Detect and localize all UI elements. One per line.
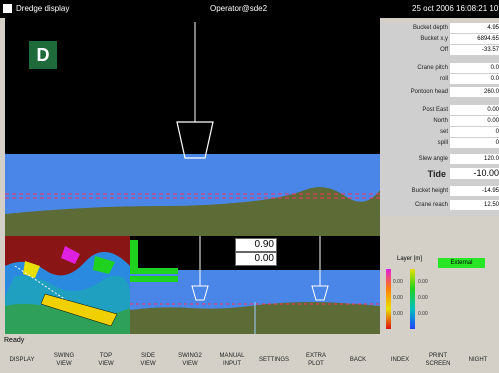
swing2-view-button[interactable]: SWING2 VIEW: [170, 347, 210, 373]
row-value: 260.0: [450, 87, 499, 97]
side-view-button[interactable]: SIDE VIEW: [128, 347, 168, 373]
side-view-canvas[interactable]: D: [5, 18, 380, 236]
row-value: -10.00: [450, 168, 499, 179]
row-value: 0: [450, 138, 499, 148]
app-icon: [3, 4, 12, 13]
profile-view[interactable]: 0.90 0.00: [130, 236, 380, 334]
row-label: set: [439, 129, 448, 135]
top-view-map[interactable]: [5, 236, 130, 334]
legend-tick: 0.00: [393, 311, 403, 317]
row-north: North 0.00: [380, 116, 499, 127]
row-label: Tide: [427, 169, 446, 179]
row-slew-angle: Slew angle 120.0: [380, 154, 499, 165]
manual-input-button[interactable]: MANUAL INPUT: [212, 347, 252, 373]
pontoon: [40, 293, 118, 327]
row-label: Bucket depth: [412, 25, 448, 31]
seabed: [5, 187, 380, 236]
layer-legend: Layer [m] External 0.00 0.00 0.00 0.00 0…: [380, 255, 499, 334]
row-value: 120.0: [450, 154, 499, 164]
row-value: 6894.65: [450, 34, 499, 44]
settings-button[interactable]: SETTINGS: [254, 347, 294, 373]
row-value: 0.0: [450, 74, 499, 84]
legend-tick: 0.00: [393, 295, 403, 301]
row-off: Off -33.57: [380, 45, 499, 56]
row-value: 12.50: [450, 200, 499, 210]
row-tide: Tide -10.00: [380, 168, 499, 179]
row-value: 0.0: [450, 63, 499, 73]
legend-tick: 0.00: [418, 279, 428, 285]
button-bar: DISPLAY SWING VIEW TOP VIEW SIDE VIEW SW…: [0, 347, 499, 373]
row-value: 0.00: [450, 105, 499, 115]
row-value: 0.00: [450, 116, 499, 126]
row-crane-reach: Crane reach 12.50: [380, 200, 499, 211]
app-title: Dredge display: [16, 4, 70, 13]
legend-tick: 0.00: [393, 279, 403, 285]
row-post-east: Post East 0.00: [380, 105, 499, 116]
row-roll: roll 0.0: [380, 74, 499, 85]
green-indicator-2: [130, 268, 178, 274]
row-label: Pontoon head: [410, 89, 448, 95]
row-label: Bucket height: [411, 188, 448, 194]
readout-panel: Bucket depth 4.95 Bucket x,y 6894.65 Off -3…: [380, 23, 499, 216]
external-button[interactable]: External: [438, 258, 485, 268]
legend-title: Layer [m]: [397, 256, 423, 262]
legend-tick: 0.00: [418, 295, 428, 301]
title-bar: Dredge display Operator@sde2 25 oct 2006…: [0, 0, 499, 18]
row-label: Crane pitch: [417, 65, 448, 71]
row-label: North: [433, 118, 448, 124]
color-scale-left: [386, 269, 391, 329]
status-bar: Ready: [0, 335, 499, 347]
row-label: Bucket x,y: [420, 36, 448, 42]
back-button[interactable]: BACK: [338, 347, 378, 373]
row-value: 4.95: [450, 23, 499, 33]
color-scale-right: [410, 269, 415, 329]
top-view-button[interactable]: TOP VIEW: [86, 347, 126, 373]
row-bucket-xy: Bucket x,y 6894.65: [380, 34, 499, 45]
row-set: set 0: [380, 127, 499, 138]
row-label: spill: [437, 140, 448, 146]
top-view-drawing: [5, 236, 130, 334]
side-view-drawing: [5, 18, 380, 236]
row-crane-pitch: Crane pitch 0.0: [380, 63, 499, 74]
index-button[interactable]: INDEX: [380, 347, 420, 373]
row-value: -33.57: [450, 45, 499, 55]
legend-tick: 0.00: [418, 311, 428, 317]
bottom-views: 0.90 0.00: [5, 236, 380, 334]
status-text: Ready: [4, 337, 25, 344]
row-label: Off: [440, 47, 448, 53]
print-screen-button[interactable]: PRINT SCREEN: [418, 347, 458, 373]
profile-value-1: 0.90: [235, 238, 277, 252]
night-button[interactable]: NIGHT: [458, 347, 498, 373]
profile-value-2: 0.00: [235, 252, 277, 266]
view-badge: D: [29, 41, 57, 69]
green-indicator-3: [130, 276, 178, 282]
row-bucket-depth: Bucket depth 4.95: [380, 23, 499, 34]
row-label: Post East: [422, 107, 448, 113]
row-label: roll: [439, 76, 448, 82]
row-label: Slew angle: [418, 156, 448, 162]
display-button[interactable]: DISPLAY: [2, 347, 42, 373]
bucket: [176, 121, 214, 159]
swing-view-button[interactable]: SWING VIEW: [44, 347, 84, 373]
row-bucket-height: Bucket height -14.95: [380, 186, 499, 197]
green-indicator-1: [130, 240, 138, 268]
row-spill: spill 0: [380, 138, 499, 149]
operator-label: Operator@sde2: [210, 4, 268, 13]
row-label: Crane reach: [414, 202, 448, 208]
datetime-label: 25 oct 2006 16:08:21 10:: [412, 4, 499, 13]
row-value: -14.95: [450, 186, 499, 196]
row-value: 0: [450, 127, 499, 137]
extra-plot-button[interactable]: EXTRA PLOT: [296, 347, 336, 373]
row-pontoon-head: Pontoon head 260.0: [380, 87, 499, 98]
